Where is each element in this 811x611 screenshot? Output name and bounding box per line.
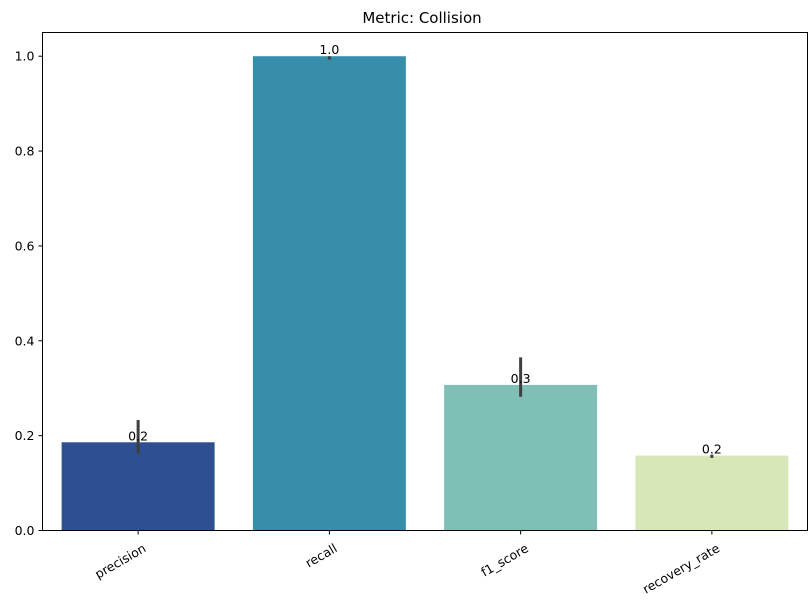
x-tick-label: recall — [303, 540, 340, 570]
bar-value-label: 1.0 — [319, 42, 339, 57]
bar-value-label: 0.3 — [511, 371, 531, 386]
x-tick-label: f1_score — [478, 540, 531, 579]
y-tick-label: 0.0 — [15, 523, 35, 538]
y-tick-label: 0.8 — [15, 144, 35, 159]
x-axis: precision recall f1_score recovery_rate — [92, 530, 723, 597]
bar-recovery-rate — [635, 455, 789, 531]
y-tick-label: 0.6 — [15, 238, 35, 253]
y-tick-label: 1.0 — [15, 49, 35, 64]
plot-frame — [42, 32, 808, 531]
bar-value-label: 0.2 — [128, 428, 148, 443]
y-tick-label: 0.2 — [15, 428, 35, 443]
x-tick-label: recovery_rate — [640, 540, 723, 596]
y-axis: 0.0 0.2 0.4 0.6 0.8 1.0 — [15, 49, 43, 538]
error-bars-group — [136, 56, 714, 458]
y-tick-label: 0.4 — [15, 333, 35, 348]
x-tick-label: precision — [92, 540, 148, 581]
bar-value-label: 0.2 — [702, 442, 722, 457]
bar-f1-score — [444, 384, 598, 531]
bars-group — [61, 56, 789, 531]
chart-title: Metric: Collision — [362, 9, 481, 27]
bar-labels-group: 0.2 1.0 0.3 0.2 — [128, 42, 722, 456]
bar-recall — [252, 56, 406, 531]
bar-precision — [61, 442, 215, 531]
